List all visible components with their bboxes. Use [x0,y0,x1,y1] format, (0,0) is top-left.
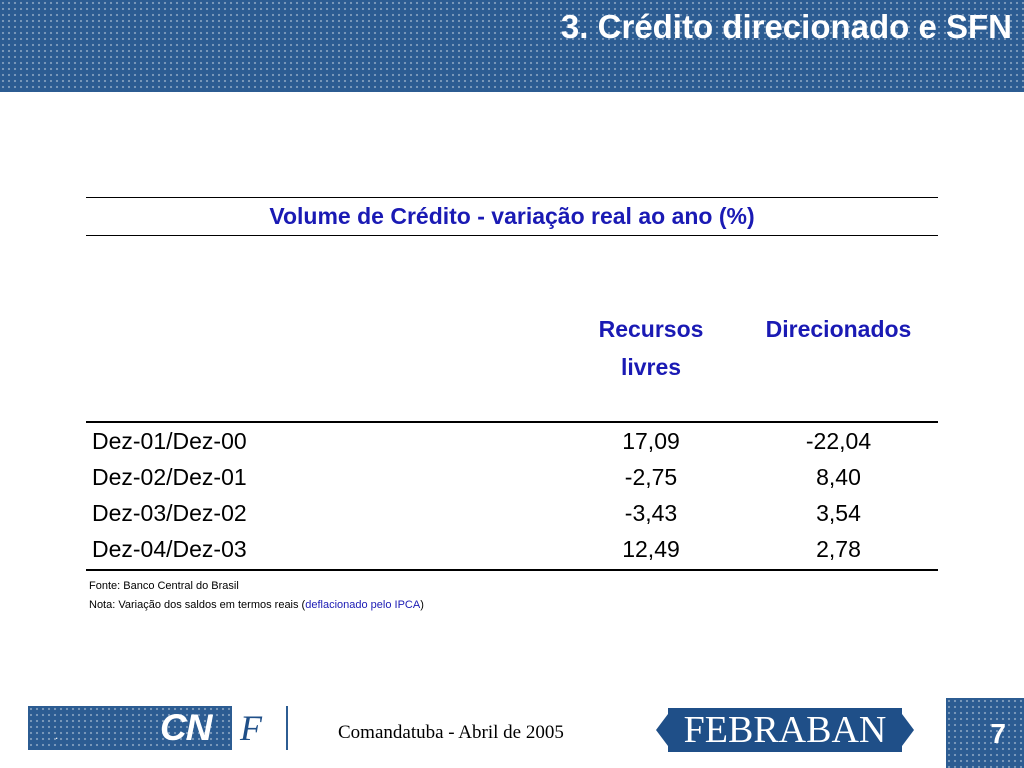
note-prefix: Nota: Variação dos saldos em termos reai… [89,599,306,611]
cell-recursos-livres: -3,43 [624,500,678,526]
header-banner: 3. Crédito direcionado e SFN [0,0,1024,92]
table-row: Dez-03/Dez-02 -3,43 3,54 [86,497,938,533]
event-caption: Comandatuba - Abril de 2005 [338,722,564,743]
cell-direcionados: -22,04 [805,428,872,454]
febraban-logo: FEBRABAN [656,708,916,752]
footer-dot: . [55,728,59,742]
febraban-logo-text: FEBRABAN [683,709,887,751]
header-rule [86,421,938,423]
cnf-logo: CN [160,707,212,748]
cell-direcionados: 2,78 [816,536,861,562]
page-number-box [946,698,1024,768]
table-row: Dez-02/Dez-01 -2,75 8,40 [86,461,938,497]
chevron-right-icon [902,714,914,746]
deflation-note: Nota: Variação dos saldos em termos reai… [89,599,424,611]
page-number: 7 [990,718,1006,749]
column-header-line: livres [620,354,682,380]
row-label: Dez-03/Dez-02 [92,500,247,526]
cell-direcionados: 3,54 [816,500,861,526]
cell-recursos-livres: -2,75 [624,464,678,490]
table-row: Dez-01/Dez-00 17,09 -22,04 [86,425,938,461]
cell-direcionados: 8,40 [816,464,861,490]
source-note: Fonte: Banco Central do Brasil [89,580,239,592]
note-suffix: ) [420,599,424,611]
title-rule [86,235,938,236]
febraban-logo-box [668,708,902,752]
top-rule [86,197,938,198]
bottom-rule [86,569,938,571]
row-label: Dez-02/Dez-01 [92,464,247,490]
cell-recursos-livres: 17,09 [622,428,680,454]
slide-title: 3. Crédito direcionado e SFN [560,8,1012,45]
cnf-logo-box [232,706,286,750]
row-label: Dez-04/Dez-03 [92,536,247,562]
column-header-line: Recursos [598,316,704,342]
column-header-direcionados: Direcionados [765,316,912,342]
chevron-left-icon [656,714,668,746]
row-label: Dez-01/Dez-00 [92,428,247,454]
column-header-recursos-livres: Recursos livres [566,310,736,386]
table-row: Dez-04/Dez-03 12,49 2,78 [86,533,938,569]
cnf-logo-f: F [240,708,262,748]
cell-recursos-livres: 12,49 [622,536,680,562]
table-title: Volume de Crédito - variação real ao ano… [269,203,755,229]
note-highlight: deflacionado pelo IPCA [305,599,421,611]
